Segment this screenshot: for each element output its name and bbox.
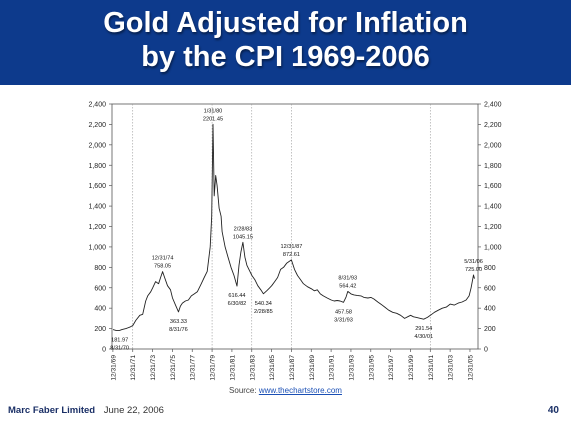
y-tick-label-left: 2,200 xyxy=(88,122,106,129)
x-tick-label: 12/31/83 xyxy=(249,355,256,381)
y-tick-label-left: 0 xyxy=(102,347,106,354)
x-tick-label: 12/31/81 xyxy=(229,355,236,381)
y-tick-label-left: 1,800 xyxy=(88,163,106,170)
y-tick-label-right: 2,000 xyxy=(484,142,502,149)
title-line-1: Gold Adjusted for Inflation xyxy=(103,7,468,39)
y-tick-label-left: 1,600 xyxy=(88,183,106,190)
data-annotation-label: 540.34 xyxy=(255,301,272,307)
y-tick-label-left: 1,400 xyxy=(88,204,106,211)
x-tick-label: 12/31/75 xyxy=(170,355,177,381)
data-annotation-label: 12/31/74 xyxy=(152,256,174,262)
x-tick-label: 12/31/05 xyxy=(467,355,474,381)
y-tick-label-left: 600 xyxy=(94,285,106,292)
y-tick-label-right: 400 xyxy=(484,306,496,313)
y-tick-label-right: 2,200 xyxy=(484,122,502,129)
x-tick-label: 12/31/01 xyxy=(428,355,435,381)
y-tick-label-right: 1,600 xyxy=(484,183,502,190)
data-annotation-label: 872.61 xyxy=(283,252,300,258)
y-tick-label-right: 200 xyxy=(484,326,496,333)
x-tick-label: 12/31/87 xyxy=(289,355,296,381)
data-annotation-label: 4/30/01 xyxy=(414,334,433,340)
data-annotation-label: 363.33 xyxy=(170,319,187,325)
footer-org: Marc Faber Limited xyxy=(8,405,96,416)
title-line-2: by the CPI 1969-2006 xyxy=(141,41,430,73)
plot-frame xyxy=(111,103,479,350)
y-tick-label-left: 800 xyxy=(94,265,106,272)
y-tick-label-left: 1,200 xyxy=(88,224,106,231)
data-annotation-label: 1/31/80 xyxy=(204,108,223,114)
gold-price-line xyxy=(112,123,475,331)
y-tick-label-left: 200 xyxy=(94,326,106,333)
data-annotation-label: 2/28/85 xyxy=(254,309,273,315)
y-tick-label-right: 600 xyxy=(484,285,496,292)
y-tick-label-right: 1,000 xyxy=(484,244,502,251)
data-annotation-label: 5/31/06 xyxy=(464,259,483,265)
source-prefix: Source: xyxy=(229,386,259,395)
x-tick-label: 12/31/73 xyxy=(150,355,157,381)
page-number: 40 xyxy=(547,405,559,416)
data-annotation-label: 758.05 xyxy=(154,264,171,270)
data-annotation-label: 12/31/87 xyxy=(281,244,303,250)
data-annotation-label: 3/31/93 xyxy=(334,317,353,323)
data-annotation-label: 291.54 xyxy=(415,326,432,332)
y-tick-label-right: 800 xyxy=(484,265,496,272)
y-tick-label-left: 1,000 xyxy=(88,244,106,251)
data-annotation-label: 2/28/83 xyxy=(234,226,253,232)
x-tick-label: 12/31/95 xyxy=(368,355,375,381)
y-tick-label-right: 1,800 xyxy=(484,163,502,170)
data-annotation-label: 457.58 xyxy=(335,309,352,315)
y-tick-label-right: 1,400 xyxy=(484,204,502,211)
x-tick-label: 12/31/97 xyxy=(388,355,395,381)
data-annotation-label: 6/30/82 xyxy=(228,301,247,307)
source-link[interactable]: www.thechartstore.com xyxy=(258,386,342,395)
data-annotation-label: 181.97 xyxy=(111,337,128,343)
data-annotation-label: 616.44 xyxy=(228,293,245,299)
x-tick-label: 12/31/77 xyxy=(190,355,197,381)
x-tick-label: 12/31/85 xyxy=(269,355,276,381)
x-tick-label: 12/31/91 xyxy=(329,355,336,381)
y-tick-label-right: 1,200 xyxy=(484,224,502,231)
y-tick-label-right: 2,400 xyxy=(484,102,502,109)
x-tick-label: 12/31/99 xyxy=(408,355,415,381)
source-note: Source: www.thechartstore.com xyxy=(0,386,571,395)
y-tick-label-left: 2,400 xyxy=(88,102,106,109)
y-tick-label-left: 400 xyxy=(94,306,106,313)
data-annotation-label: 2201.45 xyxy=(203,116,223,122)
x-tick-label: 12/31/79 xyxy=(210,355,217,381)
x-tick-label: 12/31/69 xyxy=(110,355,117,381)
y-tick-label-right: 0 xyxy=(484,347,488,354)
slide-title: Gold Adjusted for Inflation by the CPI 1… xyxy=(0,6,571,74)
footer-date: June 22, 2006 xyxy=(103,405,164,416)
data-annotation-label: 564.42 xyxy=(339,283,356,289)
data-annotation-label: 1045.15 xyxy=(233,234,253,240)
x-tick-label: 12/31/71 xyxy=(130,355,137,381)
data-annotation-label: 8/31/70 xyxy=(110,345,129,351)
data-annotation-label: 8/31/76 xyxy=(169,327,188,333)
x-tick-label: 12/31/03 xyxy=(448,355,455,381)
data-annotation-label: 8/31/93 xyxy=(338,275,357,281)
title-banner xyxy=(0,0,571,85)
data-annotation-label: 725.00 xyxy=(465,267,482,273)
x-tick-label: 12/31/89 xyxy=(309,355,316,381)
footer: Marc Faber Limited June 22, 2006 xyxy=(8,405,164,416)
y-tick-label-left: 2,000 xyxy=(88,142,106,149)
x-tick-label: 12/31/93 xyxy=(348,355,355,381)
